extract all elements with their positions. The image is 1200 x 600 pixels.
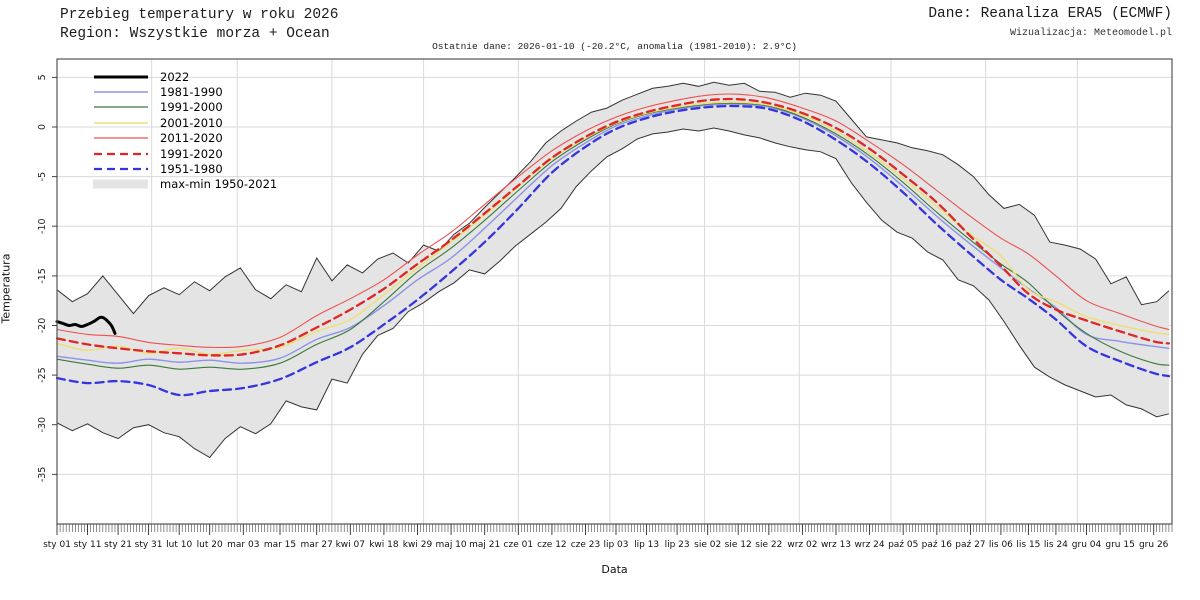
legend-label: 1991-2020 [160,146,223,161]
x-tick-label: sie 22 [755,540,782,550]
x-tick-label: paź 16 [922,540,953,550]
legend-item: max-min 1950-2021 [92,177,277,192]
x-tick-label: lut 20 [197,540,223,550]
x-tick-label: mar 03 [227,540,259,550]
legend-line-sample [94,106,148,109]
chart-legend: 2022 1981-1990 1991-2000 2001-2010 2011-2020… [92,69,277,192]
page-title: Przebieg temperatury w roku 2026 Region: … [60,6,338,44]
series-line-1951-1980 [55,104,1171,397]
legend-label: 2022 [160,69,190,84]
title-line-1: Przebieg temperatury w roku 2026 [60,7,339,23]
x-tick-label: sty 11 [74,540,102,550]
legend-band-sample [93,179,148,189]
visualization-credit: Wizualizacja: Meteomodel.pl [1009,28,1172,39]
data-source-label: Dane: Reanaliza ERA5 (ECMWF) [928,6,1172,22]
x-tick-label: lip 03 [603,540,628,550]
legend-line-sample [94,75,148,79]
plot-frame [56,58,1173,525]
y-tick-label: 5 [37,74,48,80]
x-tick-label: sie 12 [725,540,752,550]
y-axis-label: Temperatura [0,253,13,324]
series-line-2022 [55,315,117,335]
x-tick-label: mar 15 [264,540,296,550]
y-tick-label: -35 [37,467,48,483]
x-tick-label: gru 15 [1105,540,1134,550]
series-line-1991-2000 [56,102,1170,370]
x-minor-ticks [56,524,1173,532]
legend-item: 2001-2010 [92,115,277,130]
legend-line-sample [94,167,148,171]
x-tick-label: lip 13 [634,540,659,550]
legend-line-sample [94,122,148,124]
x-tick-label: kwi 07 [336,540,365,550]
x-tick-label: gru 26 [1139,540,1169,550]
legend-label: 1991-2000 [160,100,223,115]
legend-item: 2011-2020 [92,131,277,146]
x-tick-label: wrz 24 [855,540,885,550]
legend-line-sample [94,137,148,139]
x-tick-label: lut 10 [166,540,192,550]
band-min-edge [56,127,1170,459]
y-tick-label: -30 [37,417,48,433]
x-tick-label: lis 24 [1044,540,1068,550]
x-tick-label: sty 21 [104,540,132,550]
legend-label: max-min 1950-2021 [160,177,278,192]
last-data-subtitle: Ostatnie dane: 2026-01-10 (-20.2°C, anom… [432,41,797,52]
x-tick-label: sty 31 [135,540,163,550]
legend-line-sample [94,152,148,155]
x-axis-label: Data [601,563,628,576]
x-tick-label: wrz 13 [821,540,851,550]
series-line-1981-1990 [56,103,1170,364]
y-tick-label: -5 [37,172,48,181]
x-tick-label: sie 02 [694,540,721,550]
x-tick-label: lis 06 [989,540,1013,550]
x-tick-label: kwi 18 [369,540,399,550]
series-line-1991-2020 [55,97,1171,357]
y-tick-label: 0 [37,124,48,130]
y-tick-label: -25 [37,367,48,383]
legend-item: 1951-1980 [92,161,277,176]
legend-item: 1991-2000 [92,100,277,115]
legend-label: 1951-1980 [160,162,223,177]
legend-line-sample [94,91,148,93]
x-tick-label: paź 05 [888,540,918,550]
x-tick-label: cze 12 [537,540,567,550]
series-line-2001-2010 [56,101,1170,356]
legend-label: 2001-2010 [160,115,223,130]
x-tick-label: gru 04 [1072,540,1102,550]
x-tick-label: lip 23 [665,540,690,550]
y-tick-label: -15 [37,268,48,284]
x-tick-label: sty 01 [43,540,71,550]
x-tick-label: maj 21 [469,540,500,550]
x-tick-label: kwi 29 [403,540,433,550]
title-line-2: Region: Wszystkie morza + Ocean [60,26,330,42]
series-line-2011-2020 [56,93,1170,349]
x-tick-label: lis 15 [1016,540,1040,550]
legend-label: 1981-1990 [160,85,223,100]
x-tick-label: cze 01 [504,540,534,550]
x-tick-label: paź 27 [955,540,985,550]
x-tick-label: wrz 02 [787,540,817,550]
legend-item: 2022 [92,69,277,84]
legend-item: 1991-2020 [92,146,277,161]
y-tick-label: -10 [37,218,48,234]
legend-item: 1981-1990 [92,84,277,99]
x-tick-label: cze 23 [571,540,601,550]
legend-label: 2011-2020 [160,131,223,146]
x-tick-label: maj 10 [436,540,467,550]
y-tick-label: -20 [37,318,48,334]
x-tick-label: mar 27 [301,540,333,550]
band-max-edge [56,81,1170,315]
